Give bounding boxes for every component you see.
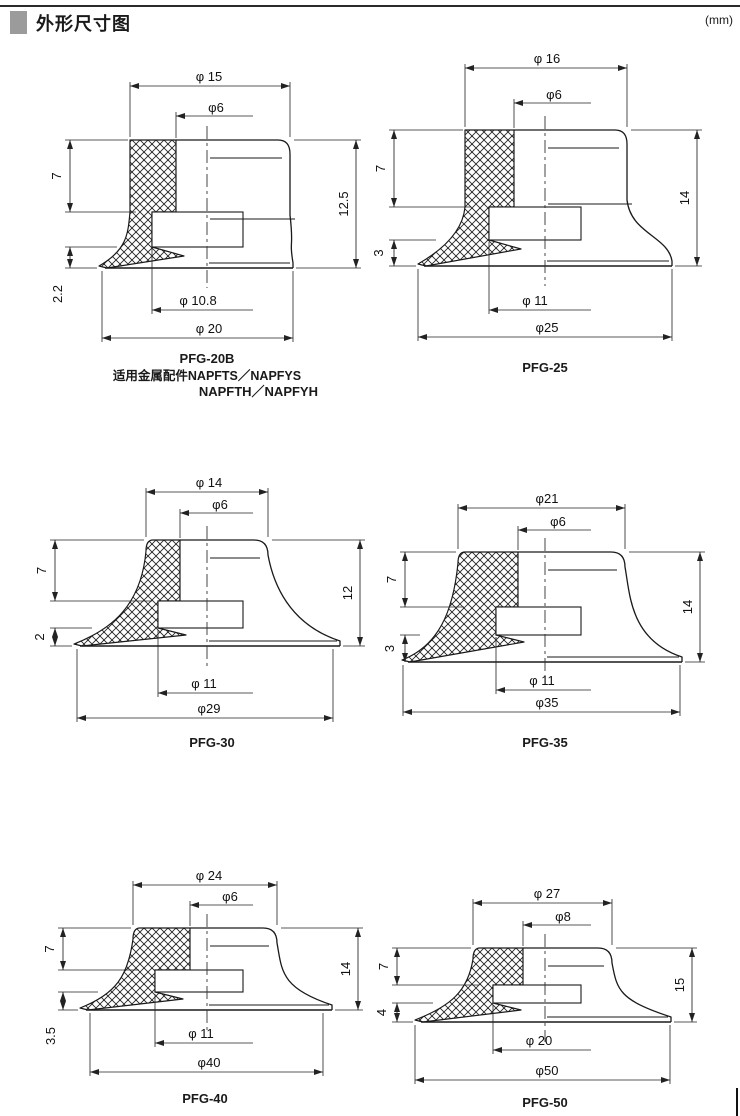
diagram-pfg-30: φ 14 φ6 7 2 12 φ 11 φ29: [32, 475, 365, 722]
cup-outline-right: [207, 139, 294, 268]
model-name: PFG-25: [522, 360, 568, 375]
caption-pfg-25: PFG-25: [445, 360, 645, 377]
dim-total-height: 14: [680, 600, 695, 614]
dim-upper-height: 7: [373, 165, 388, 172]
dim-outer-diameter: φ35: [536, 695, 559, 710]
fitting-cavity: [154, 969, 244, 993]
cup-outline-right: [207, 927, 333, 1010]
dim-neck-diameter: φ6: [550, 514, 566, 529]
dim-lip-height: 3.5: [43, 1027, 58, 1045]
dim-top-diameter: φ 15: [196, 69, 223, 84]
dim-outer-diameter: φ29: [198, 701, 221, 716]
page-title: 外形尺寸图: [36, 14, 131, 34]
caption-pfg-50: PFG-50: [445, 1095, 645, 1112]
dim-top-diameter: φ 16: [534, 51, 561, 66]
diagram-pfg-40: φ 24 φ6 7 3.5 14 φ 11 φ40: [42, 868, 363, 1076]
diagram-pfg-25: φ 16 φ6 7 3 14 φ 11 φ25: [371, 51, 702, 341]
diagram-pfg-50: φ 27 φ8 7 4 15 φ 20 φ50: [374, 886, 697, 1084]
dim-neck-diameter: φ8: [555, 909, 571, 924]
dim-top-diameter: φ21: [536, 491, 559, 506]
dim-upper-height: 7: [376, 963, 391, 970]
dim-neck-diameter: φ6: [208, 100, 224, 115]
model-name: PFG-20B: [179, 351, 235, 366]
top-border-line: [0, 5, 740, 7]
cross-section-hatch: [417, 129, 522, 267]
dim-lip-height: 3: [382, 645, 397, 652]
cup-outline-right: [545, 947, 672, 1022]
caption-pfg-30: PFG-30: [112, 735, 312, 752]
dim-outer-diameter: φ25: [536, 320, 559, 335]
dim-upper-height: 7: [49, 172, 64, 179]
dim-inner-diameter: φ 10.8: [179, 293, 216, 308]
dim-top-diameter: φ 27: [534, 886, 561, 901]
fitting-note-line2: NAPFTH／NAPFYH: [198, 384, 318, 400]
dim-total-height: 12: [340, 586, 355, 600]
fitting-cavity: [488, 206, 582, 241]
dim-lip-height: 4: [374, 1009, 389, 1016]
model-name: PFG-35: [522, 735, 568, 750]
section-marker: [10, 11, 27, 34]
dim-total-height: 14: [338, 962, 353, 976]
dim-lip-height: 2.2: [50, 285, 65, 303]
dim-inner-diameter: φ 11: [529, 673, 555, 688]
fitting-note-line1: 适用金属配件NAPFTS／NAPFYS: [112, 368, 302, 383]
dim-total-height: 12.5: [336, 191, 351, 216]
dim-outer-diameter: φ40: [198, 1055, 221, 1070]
dim-neck-diameter: φ6: [546, 87, 562, 102]
cup-outline-right: [545, 551, 683, 662]
dim-top-diameter: φ 24: [196, 868, 223, 883]
cross-section-hatch: [79, 927, 191, 1011]
diagram-pfg-35: φ21 φ6 7 3 14 φ 11 φ35: [382, 491, 705, 716]
cross-section-hatch: [98, 139, 185, 269]
dim-neck-diameter: φ6: [222, 889, 238, 904]
caption-pfg-35: PFG-35: [445, 735, 645, 752]
dim-upper-height: 7: [34, 567, 49, 574]
page-edge-tick: [736, 1088, 738, 1116]
dim-total-height: 15: [672, 978, 687, 992]
dim-inner-diameter: φ 11: [191, 676, 217, 691]
fitting-cavity: [157, 600, 244, 629]
model-name: PFG-30: [189, 735, 235, 750]
caption-pfg-40: PFG-40: [105, 1091, 305, 1108]
dim-lip-height: 3: [371, 249, 386, 256]
dim-inner-diameter: φ 11: [188, 1026, 214, 1041]
dim-inner-diameter: φ 20: [526, 1033, 553, 1048]
unit-label: (mm): [705, 13, 733, 27]
fitting-cavity: [495, 606, 582, 636]
model-name: PFG-50: [522, 1095, 568, 1110]
dim-upper-height: 7: [384, 576, 399, 583]
cup-outline-right: [207, 539, 341, 646]
cup-outline-right: [545, 129, 673, 266]
dim-inner-diameter: φ 11: [522, 293, 548, 308]
model-name: PFG-40: [182, 1091, 228, 1106]
dim-upper-height: 7: [42, 945, 57, 952]
dim-lip-height: 2: [32, 633, 47, 640]
dim-total-height: 14: [677, 191, 692, 205]
dim-outer-diameter: φ 20: [196, 321, 223, 336]
cross-section-hatch: [73, 539, 187, 647]
fitting-cavity: [492, 984, 582, 1004]
diagram-pfg-20b: φ 15 φ6 7 2.2 12.5 φ 10.8 φ 20: [49, 69, 361, 342]
dim-neck-diameter: φ6: [212, 497, 228, 512]
caption-pfg-20b: PFG-20B 适用金属配件NAPFTS／NAPFYS NAPFTH／NAPFY…: [82, 351, 332, 401]
dim-outer-diameter: φ50: [536, 1063, 559, 1078]
dim-top-diameter: φ 14: [196, 475, 223, 490]
fitting-cavity: [151, 211, 244, 248]
